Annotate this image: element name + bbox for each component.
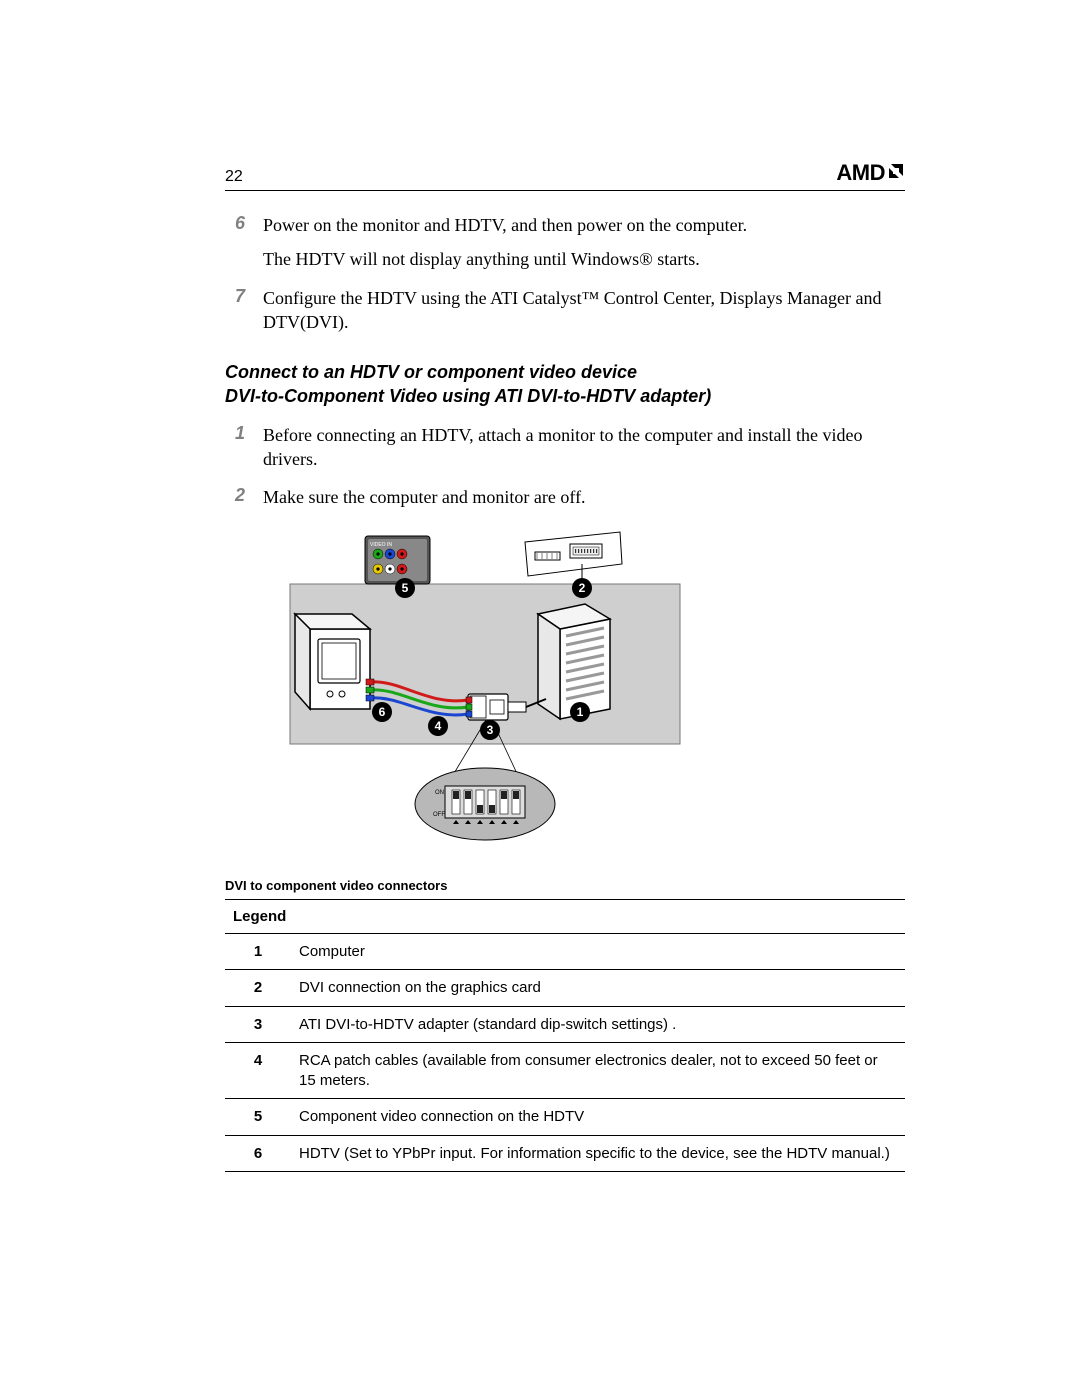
svg-text:1: 1 <box>577 705 584 719</box>
step-number: 7 <box>225 286 245 335</box>
table-row: 5Component video connection on the HDTV <box>225 1099 905 1136</box>
svg-text:4: 4 <box>435 719 442 733</box>
step-number: 2 <box>225 485 245 509</box>
section-steps-list: 1 Before connecting an HDTV, attach a mon… <box>225 423 905 510</box>
top-steps-list: 6 Power on the monitor and HDTV, and then… <box>225 213 905 334</box>
legend-table: Legend 1Computer2DVI connection on the g… <box>225 899 905 1173</box>
step-body: Power on the monitor and HDTV, and then … <box>263 213 905 272</box>
legend-value: ATI DVI-to-HDTV adapter (standard dip-sw… <box>291 1006 905 1043</box>
svg-text:5: 5 <box>402 581 409 595</box>
step-item: 6 Power on the monitor and HDTV, and then… <box>225 213 905 272</box>
step-text: Make sure the computer and monitor are o… <box>263 485 905 509</box>
svg-text:ON: ON <box>435 790 444 796</box>
step-item: 2 Make sure the computer and monitor are … <box>225 485 905 509</box>
amd-logo-arrow-icon <box>887 162 905 184</box>
page-header: 22 AMD <box>225 160 905 191</box>
legend-title: Legend <box>225 899 905 933</box>
legend-value: DVI connection on the graphics card <box>291 970 905 1007</box>
section-heading: Connect to an HDTV or component video de… <box>225 360 905 409</box>
step-body: Before connecting an HDTV, attach a moni… <box>263 423 905 472</box>
legend-key: 3 <box>225 1006 291 1043</box>
figure-caption: DVI to component video connectors <box>225 878 905 893</box>
connection-diagram: VIDEO IN ON OFF 1 2 3 4 5 6 <box>270 524 905 864</box>
amd-logo: AMD <box>836 160 905 186</box>
step-item: 7 Configure the HDTV using the ATI Cataly… <box>225 286 905 335</box>
step-text: Power on the monitor and HDTV, and then … <box>263 213 905 237</box>
legend-value: Computer <box>291 933 905 970</box>
svg-text:2: 2 <box>579 581 586 595</box>
svg-text:VIDEO IN: VIDEO IN <box>370 542 392 548</box>
legend-key: 4 <box>225 1043 291 1099</box>
page-number: 22 <box>225 168 243 186</box>
legend-key: 2 <box>225 970 291 1007</box>
svg-text:6: 6 <box>379 705 386 719</box>
table-row: 2DVI connection on the graphics card <box>225 970 905 1007</box>
step-body: Make sure the computer and monitor are o… <box>263 485 905 509</box>
table-row: 4RCA patch cables (available from consum… <box>225 1043 905 1099</box>
connection-diagram-svg: VIDEO IN ON OFF 1 2 3 4 5 6 <box>270 524 700 864</box>
step-number: 6 <box>225 213 245 272</box>
legend-value: HDTV (Set to YPbPr input. For informatio… <box>291 1135 905 1172</box>
legend-value: RCA patch cables (available from consume… <box>291 1043 905 1099</box>
table-row: 3ATI DVI-to-HDTV adapter (standard dip-s… <box>225 1006 905 1043</box>
svg-text:3: 3 <box>487 723 494 737</box>
legend-key: 1 <box>225 933 291 970</box>
legend-key: 5 <box>225 1099 291 1136</box>
legend-value: Component video connection on the HDTV <box>291 1099 905 1136</box>
step-text: The HDTV will not display anything until… <box>263 247 905 271</box>
step-body: Configure the HDTV using the ATI Catalys… <box>263 286 905 335</box>
table-row: 1Computer <box>225 933 905 970</box>
step-number: 1 <box>225 423 245 472</box>
amd-logo-text: AMD <box>836 160 885 186</box>
table-row: 6HDTV (Set to YPbPr input. For informati… <box>225 1135 905 1172</box>
step-item: 1 Before connecting an HDTV, attach a mon… <box>225 423 905 472</box>
step-text: Before connecting an HDTV, attach a moni… <box>263 423 905 472</box>
legend-key: 6 <box>225 1135 291 1172</box>
svg-text:OFF: OFF <box>433 812 445 818</box>
step-text: Configure the HDTV using the ATI Catalys… <box>263 286 905 335</box>
